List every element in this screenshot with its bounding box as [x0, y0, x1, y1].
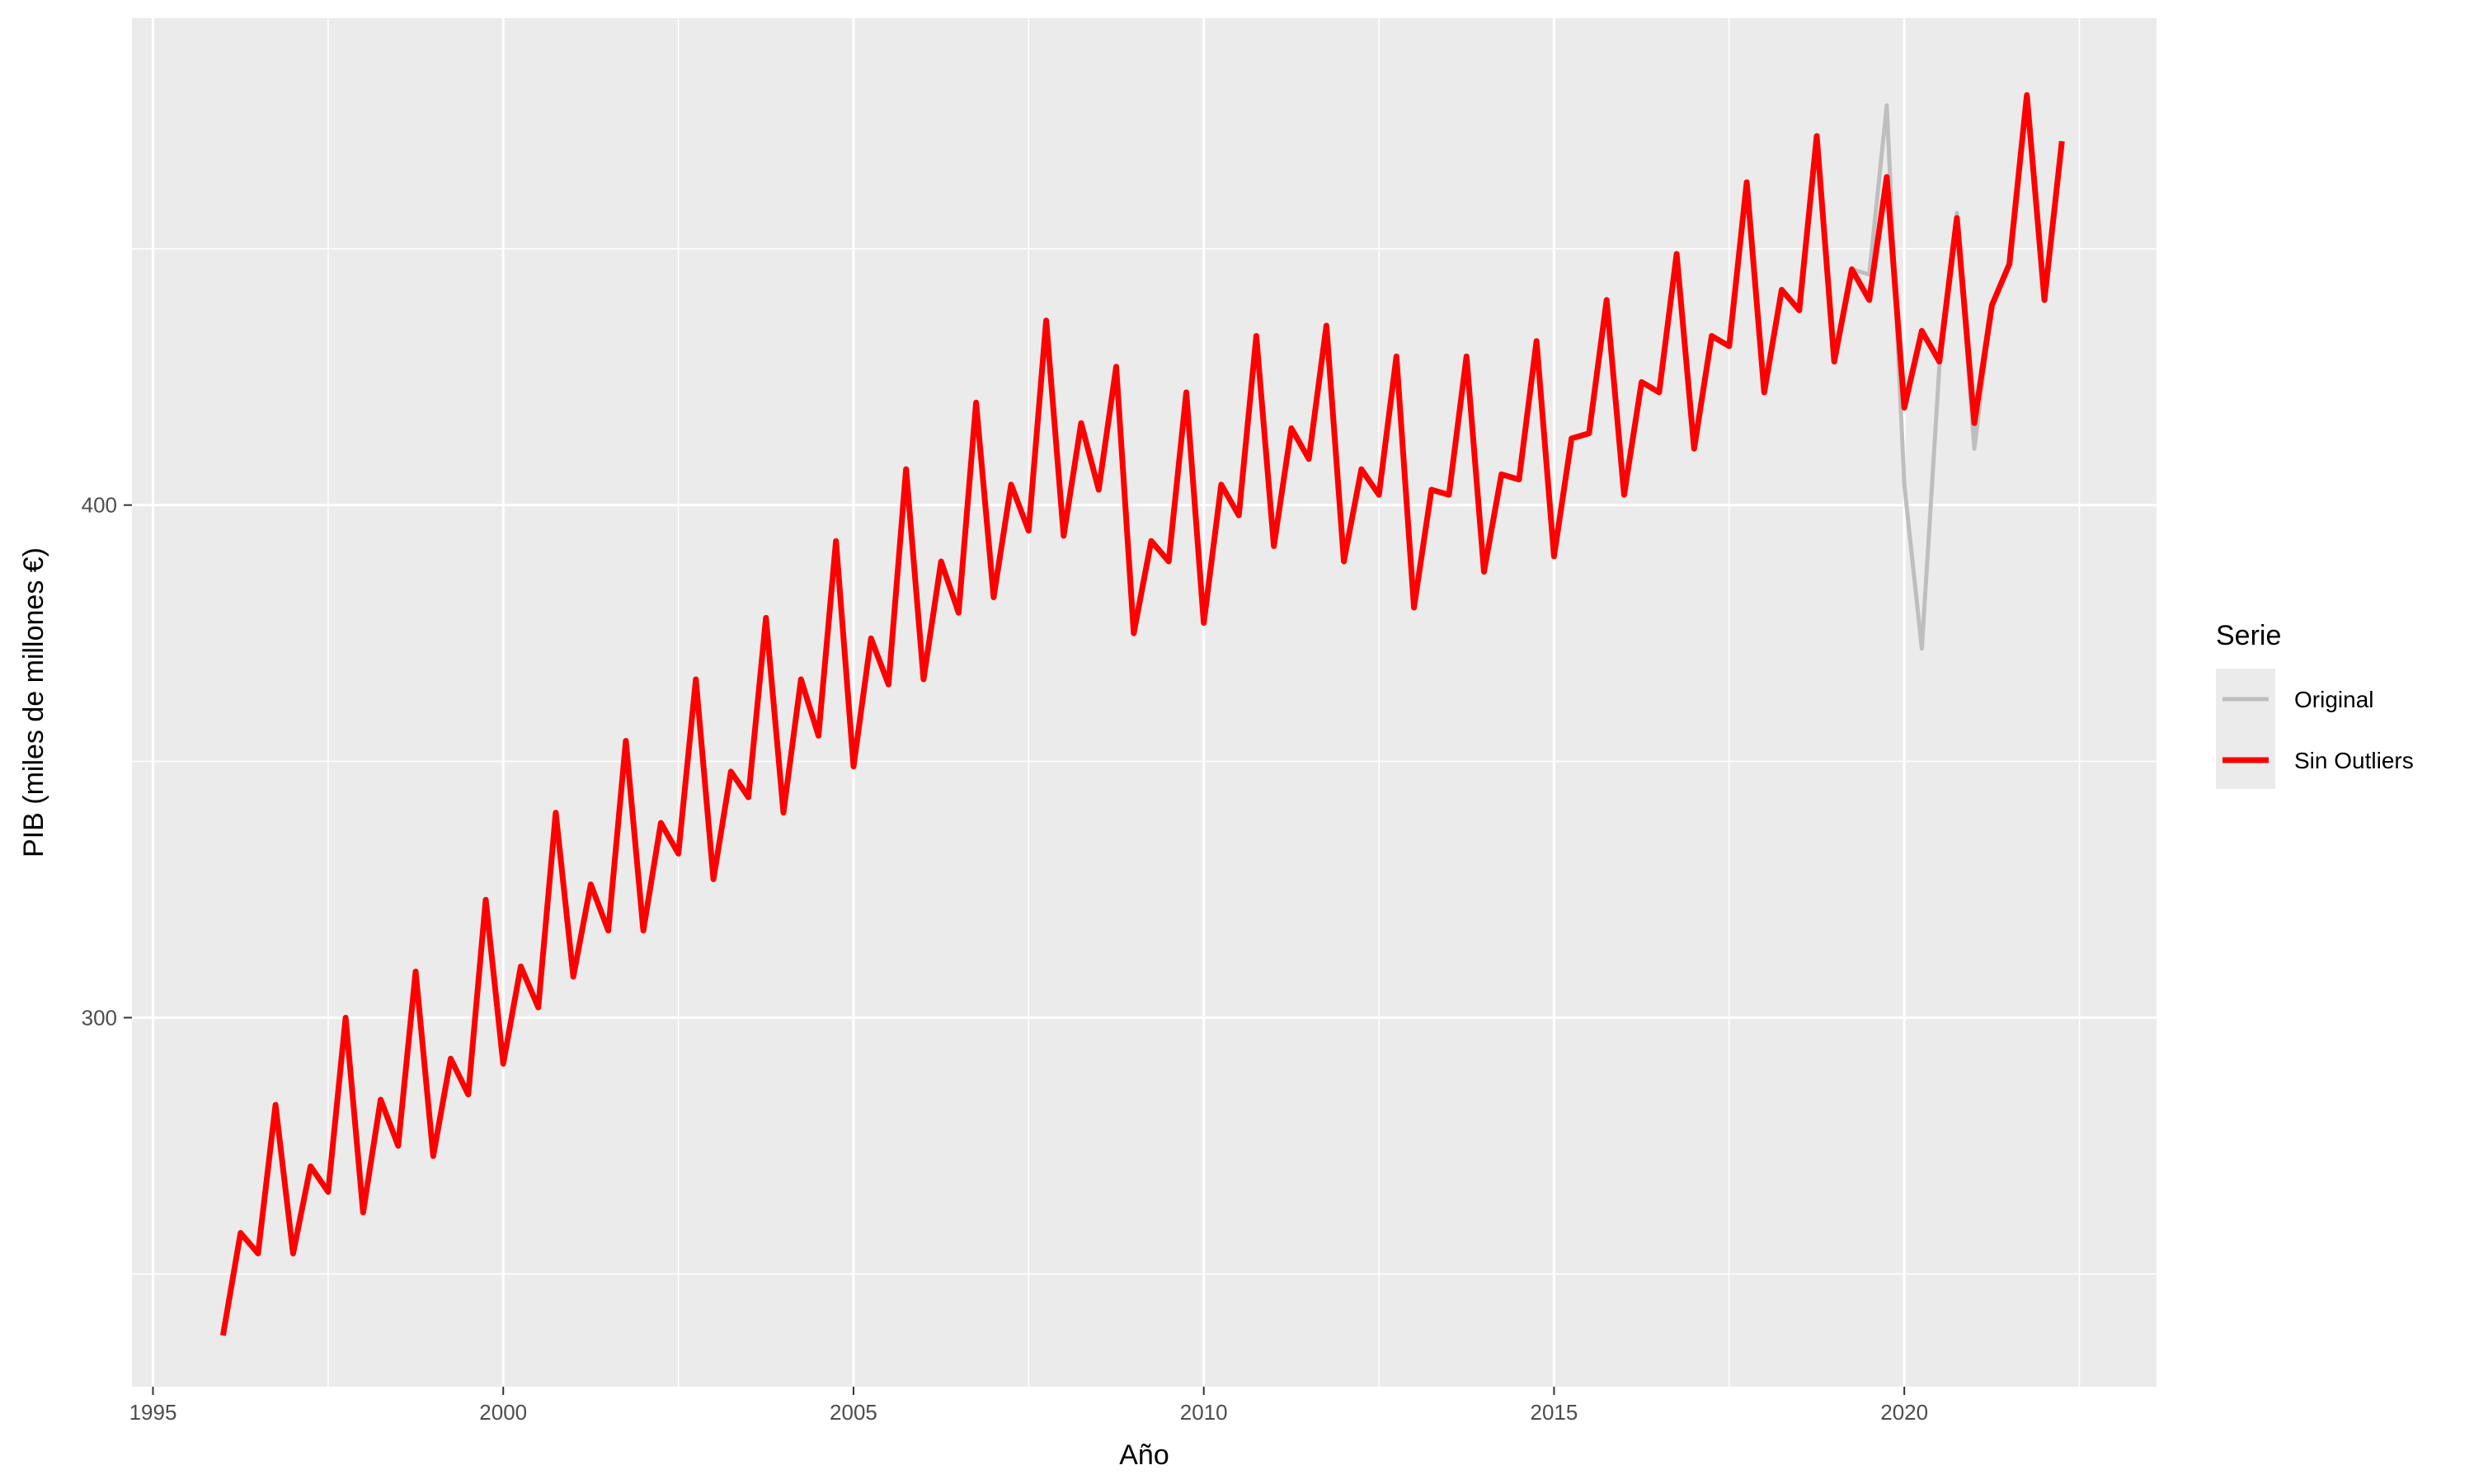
legend-key-background — [2216, 669, 2275, 789]
plot-panel — [132, 18, 2157, 1387]
x-tick-label: 2020 — [1880, 1400, 1928, 1425]
x-axis: 1995 2000 2005 2010 2015 2020 — [129, 1387, 1928, 1425]
series-line-sin-outliers — [219, 92, 2065, 1336]
x-tick-label: 2005 — [830, 1400, 877, 1425]
major-gridlines — [132, 18, 2157, 1387]
legend-label-sin-outliers: Sin Outliers — [2294, 748, 2414, 773]
x-tick-label: 2015 — [1531, 1400, 1578, 1425]
y-axis: 300 400 — [82, 493, 132, 1030]
y-axis-title: PIB (miles de millones €) — [18, 547, 49, 857]
minor-gridlines — [132, 18, 2157, 1387]
x-tick-label: 2010 — [1180, 1400, 1228, 1425]
legend-label-original: Original — [2294, 687, 2373, 712]
y-tick-label: 300 — [82, 1005, 117, 1030]
legend-title: Serie — [2216, 620, 2281, 651]
x-axis-title: Año — [1119, 1439, 1169, 1471]
y-tick-label: 400 — [82, 493, 117, 518]
x-tick-label: 2000 — [479, 1400, 527, 1425]
legend: Serie Original Sin Outliers — [2216, 620, 2414, 789]
series-lines — [219, 92, 2065, 1336]
x-tick-label: 1995 — [129, 1400, 177, 1425]
